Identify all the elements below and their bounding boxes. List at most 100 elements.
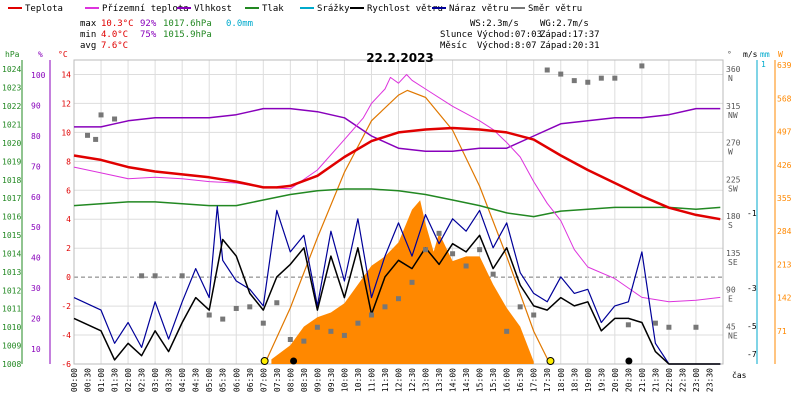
legend-label-naraz-vetru: Náraz větru <box>449 4 509 14</box>
x-tick-label: 14:30 <box>462 368 471 392</box>
x-tick-label: 17:00 <box>530 368 539 392</box>
temperature-tick-label: -6 <box>61 360 71 369</box>
radiation-tick-label: 497 <box>777 128 792 137</box>
temperature-tick-label: 2 <box>66 244 71 253</box>
stat-avg-temp: 7.6°C <box>101 41 128 51</box>
wind-direction-point <box>558 71 564 77</box>
temperature-line <box>73 126 721 221</box>
pressure-tick-label: 1021 <box>2 120 21 129</box>
wind-direction-point <box>328 328 334 334</box>
direction-tick-label: 45 <box>726 322 736 331</box>
wind-direction-point <box>396 296 401 302</box>
stat-max-label: max <box>80 19 97 29</box>
stat-avg-label: avg <box>80 41 96 51</box>
wind-direction-point <box>382 304 388 310</box>
humidity-tick-label: 90 <box>31 102 41 111</box>
wind-direction-point <box>260 320 266 326</box>
x-tick-label: 20:00 <box>611 368 620 392</box>
axes-layer: 00:00 00:30 01:00 01:30 02:00 02:30 03:00 03:30… <box>2 50 792 392</box>
legend-label-prizemni-teplota: Přízemní teplota <box>102 4 189 14</box>
pressure-tick-label: 1024 <box>2 65 21 74</box>
x-tick-label: 19:30 <box>597 368 606 392</box>
wind-tick-label: -3 <box>747 284 757 293</box>
wind-gust-line <box>73 205 721 365</box>
radiation-unit: W <box>778 50 783 59</box>
sun-rise: Východ:07:03 <box>477 30 542 40</box>
x-axis-label: čas <box>732 370 747 380</box>
pressure-line <box>73 188 721 218</box>
direction-compass-label: N <box>728 74 733 83</box>
radiation-tick-label: 284 <box>777 227 792 236</box>
temperature-tick-label: 6 <box>66 186 71 195</box>
wind-direction-point <box>301 338 307 344</box>
humidity-tick-label: 60 <box>31 193 41 202</box>
wind-direction-point <box>463 263 469 269</box>
x-tick-label: 19:00 <box>584 368 593 392</box>
pressure-tick-label: 1011 <box>2 305 21 314</box>
x-tick-label: 04:00 <box>178 368 187 392</box>
x-tick-label: 05:30 <box>219 368 228 392</box>
x-tick-label: 07:00 <box>259 368 268 392</box>
humidity-tick-label: 70 <box>31 162 41 171</box>
wind-direction-point <box>490 271 496 277</box>
wind-direction-point <box>98 112 104 118</box>
temperature-unit: °C <box>58 50 68 59</box>
stat-min-label: min <box>80 30 96 40</box>
wind-direction-point <box>585 79 591 85</box>
moon-set: Západ:20:31 <box>540 41 600 51</box>
wind-direction-point <box>517 304 523 310</box>
wind-speed-line <box>73 234 721 365</box>
x-tick-label: 07:30 <box>273 368 282 392</box>
legend-label-teplota: Teplota <box>25 4 63 14</box>
direction-compass-label: NE <box>728 331 738 340</box>
x-tick-label: 06:00 <box>232 368 241 392</box>
temperature-tick-label: 14 <box>61 70 71 79</box>
legend: Teplota Přízemní teplota Vlhkost Tlak Sr… <box>8 4 582 14</box>
sun-path-line <box>264 89 551 365</box>
stats-block: max 10.3°C 92% 1017.6hPa 0.0mm min 4.0°C… <box>80 19 253 51</box>
wind-direction-point <box>152 273 158 279</box>
wind-gust-avg: WG:2.7m/s <box>540 19 589 29</box>
wind-unit: m/s <box>743 50 758 59</box>
wind-direction-point <box>179 273 185 279</box>
wind-direction-point <box>409 279 415 285</box>
x-tick-label: 18:30 <box>570 368 579 392</box>
direction-tick-label: 225 <box>726 175 741 184</box>
temperature-tick-label: 12 <box>61 99 71 108</box>
wind-direction-point <box>287 337 293 342</box>
humidity-tick-label: 20 <box>31 314 41 323</box>
temperature-tick-label: 10 <box>61 128 71 137</box>
x-tick-label: 23:30 <box>705 368 714 392</box>
x-tick-label: 17:30 <box>543 368 552 392</box>
humidity-line <box>74 107 721 152</box>
radiation-area <box>271 200 534 364</box>
direction-tick-label: 270 <box>726 139 741 148</box>
x-tick-label: 06:30 <box>246 368 255 392</box>
wind-speed-avg: WS:2.3m/s <box>470 19 519 29</box>
wind-direction-point <box>423 247 429 253</box>
pressure-tick-label: 1014 <box>2 249 21 258</box>
legend-label-srazky: Srážky <box>317 4 350 14</box>
wind-tick-label: -1 <box>747 209 757 218</box>
wind-direction-point <box>612 75 618 81</box>
x-tick-label: 02:30 <box>138 368 147 392</box>
x-tick-label: 13:30 <box>435 368 444 392</box>
wind-direction-point <box>639 63 645 69</box>
pressure-tick-label: 1010 <box>2 323 21 332</box>
pressure-tick-label: 1018 <box>2 176 21 185</box>
sun-label: Slunce <box>440 30 473 40</box>
humidity-tick-label: 80 <box>31 132 41 141</box>
humidity-unit: % <box>38 50 43 59</box>
wind-direction-point <box>220 316 226 322</box>
rain-tick-label: 1 <box>761 60 766 69</box>
x-tick-label: 04:30 <box>192 368 201 392</box>
x-tick-label: 12:30 <box>408 368 417 392</box>
direction-compass-label: SW <box>728 184 738 193</box>
wind-direction-point <box>544 67 550 73</box>
wind-tick-label: -5 <box>747 322 757 331</box>
wind-direction-point <box>504 328 510 334</box>
legend-label-rychlost-vetru: Rychlost větru <box>367 4 443 14</box>
pressure-tick-label: 1015 <box>2 231 21 240</box>
